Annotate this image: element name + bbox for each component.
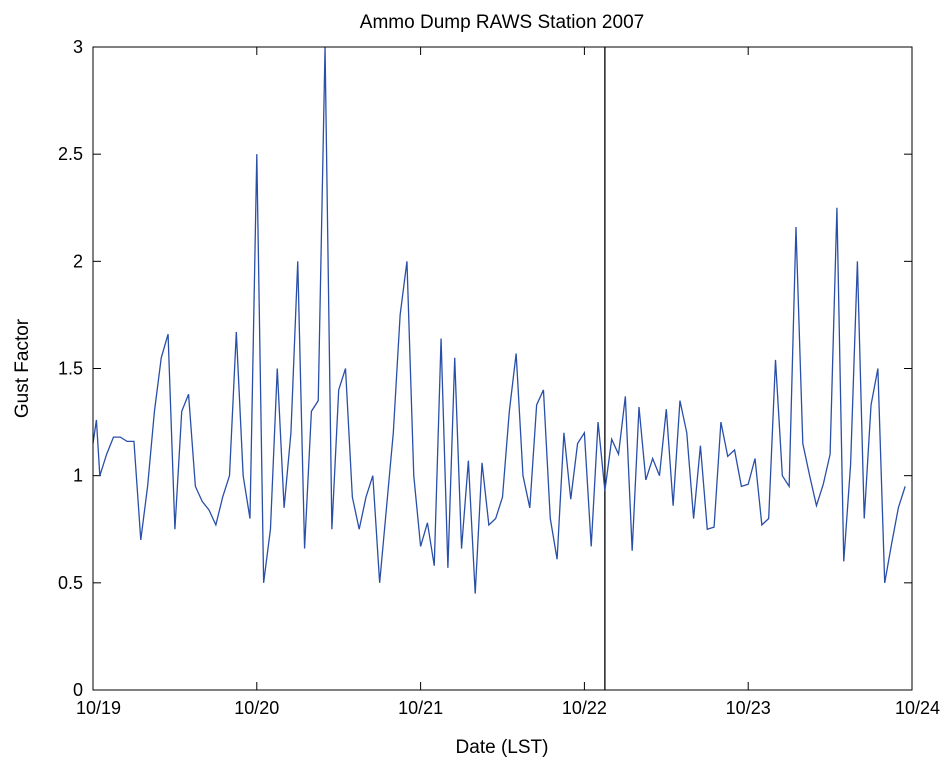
y-tick-label: 0 bbox=[73, 680, 83, 700]
y-tick-label: 0.5 bbox=[58, 573, 83, 593]
x-tick-label: 10/20 bbox=[234, 698, 279, 718]
series-line bbox=[92, 46, 906, 594]
y-tick-label: 2.5 bbox=[58, 144, 83, 164]
x-tick-label: 10/23 bbox=[726, 698, 771, 718]
y-tick-label: 1.5 bbox=[58, 359, 83, 379]
y-tick-label: 2 bbox=[73, 251, 83, 271]
y-axis-label: Gust Factor bbox=[12, 318, 33, 418]
x-axis-label: Date (LST) bbox=[456, 737, 549, 758]
y-tick-label: 3 bbox=[73, 37, 83, 57]
y-tick-label: 1 bbox=[73, 466, 83, 486]
chart-title: Ammo Dump RAWS Station 2007 bbox=[360, 12, 644, 33]
plot-area bbox=[92, 46, 906, 690]
x-tick-label: 10/24 bbox=[895, 698, 940, 718]
x-tick-label: 10/22 bbox=[562, 698, 607, 718]
x-tick-label: 10/21 bbox=[398, 698, 443, 718]
axis-ticks: 10/19 10/20 10/21 10/22 10/23 10/24 0 0.5 1 1.5 2 2… bbox=[58, 37, 940, 718]
x-tick-label: 10/19 bbox=[76, 698, 121, 718]
plot-frame bbox=[92, 46, 913, 691]
